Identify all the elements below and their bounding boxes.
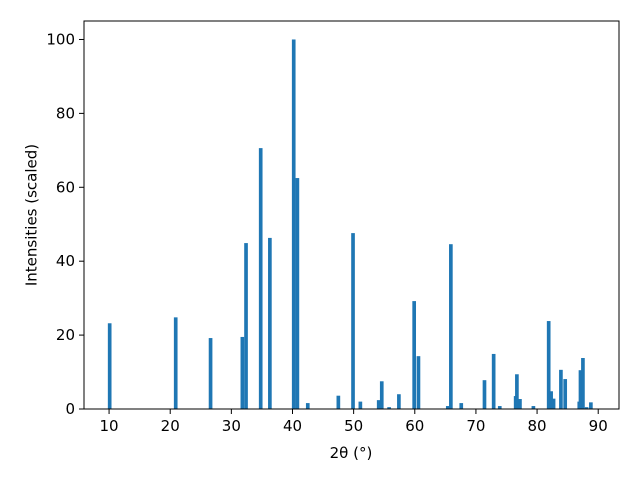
bar [546,321,551,409]
bar [445,406,450,409]
bar [449,244,453,409]
x-tick-label: 10 [100,417,119,435]
bar [459,403,464,409]
bar [549,391,553,409]
y-tick-label: 20 [56,326,75,344]
bar [376,400,381,409]
y-tick-label: 60 [56,178,75,196]
x-tick-label: 70 [466,417,485,435]
bar [336,395,341,409]
bar [387,407,391,409]
bar [482,380,487,409]
bar [268,237,272,409]
bar [491,353,496,409]
x-tick-label: 60 [405,417,424,435]
bar [208,338,213,409]
bar [563,379,568,409]
bar [291,39,296,409]
axes-frame [83,20,620,410]
plot-area [107,39,593,409]
bar [584,407,589,409]
bar [244,243,248,409]
bar [518,399,522,409]
x-axis-label: 2θ (°) [330,444,373,462]
x-tick-label: 90 [589,417,608,435]
x-tick-label: 20 [161,417,180,435]
bar [412,301,417,409]
x-tick-label: 30 [222,417,241,435]
bar [379,381,384,409]
x-tick-label: 80 [528,417,547,435]
bar [351,233,355,409]
bar [358,401,363,409]
bar [240,336,245,409]
y-tick-label: 40 [56,252,75,270]
y-tick-label: 0 [65,400,75,418]
bar [107,323,112,409]
y-tick-label: 100 [46,30,75,48]
bar [258,148,263,409]
bar [559,369,563,409]
y-tick-label: 80 [56,104,75,122]
x-tick-label: 50 [344,417,363,435]
y-axis-label: Intensities (scaled) [23,144,41,286]
bar [578,370,583,409]
bar [173,317,178,409]
bar [589,402,593,409]
bar [497,406,502,409]
bar [515,374,519,409]
bar [295,178,300,409]
bar [397,394,401,409]
bar [416,356,421,409]
x-tick-label: 40 [283,417,302,435]
bar [531,406,536,409]
bar [581,358,585,409]
bar [551,398,556,409]
bar [305,403,310,409]
